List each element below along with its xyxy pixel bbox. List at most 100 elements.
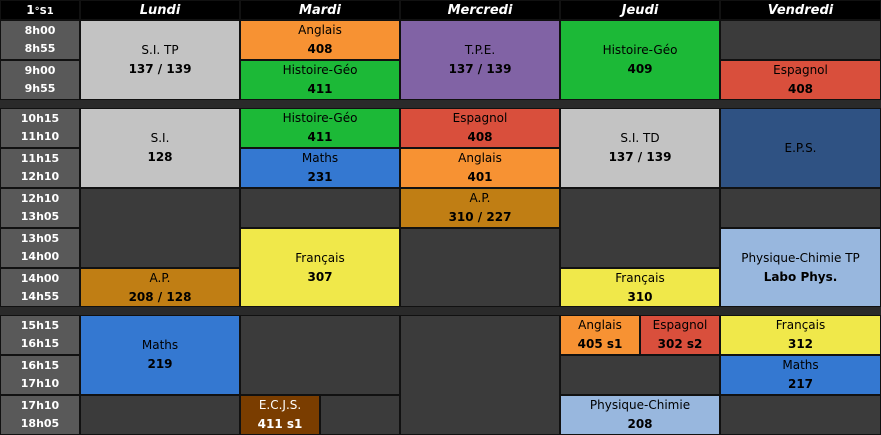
- course-block[interactable]: Maths 217: [720, 355, 881, 395]
- course-block[interactable]: Maths 231: [240, 148, 400, 188]
- course-subject: Maths: [301, 151, 339, 165]
- course-block[interactable]: Français 310: [560, 268, 720, 307]
- course-subject: Anglais: [458, 151, 502, 165]
- course-block[interactable]: Anglais 408: [240, 20, 400, 60]
- course-room: 408: [787, 82, 814, 96]
- course-subject: Physique-Chimie: [589, 398, 691, 412]
- header-day-wednesday: Mercredi: [400, 0, 560, 20]
- course-block[interactable]: Anglais 401: [400, 148, 560, 188]
- course-room: 219: [147, 357, 173, 371]
- course-subject: T.P.E.: [464, 43, 496, 57]
- course-subject: Espagnol: [652, 318, 708, 332]
- time-slot: 10h15 11h10: [0, 108, 80, 148]
- course-room: 137 / 139: [128, 62, 192, 76]
- course-room: 312: [787, 337, 814, 351]
- empty-slot: [80, 395, 240, 435]
- course-room: 208: [627, 417, 653, 431]
- course-room: 128: [147, 150, 173, 164]
- empty-slot: [240, 315, 400, 395]
- course-subject: Anglais: [298, 23, 342, 37]
- course-subject: E.C.J.S.: [258, 398, 302, 412]
- empty-slot: [560, 355, 720, 395]
- course-room: 411 s1: [257, 417, 303, 431]
- course-block[interactable]: Espagnol 408: [720, 60, 881, 100]
- course-block[interactable]: Physique-Chimie TP Labo Phys.: [720, 228, 881, 307]
- empty-slot: [400, 228, 560, 307]
- time-slot: 11h15 12h10: [0, 148, 80, 188]
- course-subject: A.P.: [149, 270, 171, 285]
- time-slot: 14h00 14h55: [0, 268, 80, 307]
- course-block[interactable]: Espagnol 408: [400, 108, 560, 148]
- course-block[interactable]: Français 312: [720, 315, 881, 355]
- course-block[interactable]: Français 307: [240, 228, 400, 307]
- course-room: 411: [307, 130, 333, 144]
- course-subject: Maths: [141, 338, 179, 352]
- course-block[interactable]: Physique-Chimie 208: [560, 395, 720, 435]
- course-subject: Français: [775, 318, 826, 332]
- empty-slot: [80, 188, 240, 268]
- course-room: 137 / 139: [448, 62, 512, 76]
- time-slot: 15h15 16h15: [0, 315, 80, 355]
- course-subject: Histoire-Géo: [602, 43, 678, 57]
- course-subject: Maths: [782, 358, 819, 372]
- time-slot: 12h10 13h05: [0, 188, 80, 228]
- header-day-friday: Vendredi: [720, 0, 881, 20]
- break-separator: [0, 307, 881, 315]
- course-room: 208 / 128: [128, 289, 192, 304]
- empty-slot: [720, 395, 881, 435]
- course-block[interactable]: E.P.S.: [720, 108, 881, 188]
- course-subject: S.I. TP: [141, 43, 179, 57]
- time-slot: 8h00 8h55: [0, 20, 80, 60]
- time-slot: 16h15 17h10: [0, 355, 80, 395]
- course-block[interactable]: S.I. TP 137 / 139: [80, 20, 240, 100]
- course-room: 231: [307, 170, 333, 184]
- course-room: 307: [307, 269, 333, 284]
- course-subject: S.I.: [150, 131, 170, 145]
- course-room: 310 / 227: [448, 210, 512, 224]
- course-room: 411: [307, 82, 333, 96]
- course-block[interactable]: Histoire-Géo 411: [240, 60, 400, 100]
- course-block[interactable]: Espagnol 302 s2: [640, 315, 720, 355]
- course-block[interactable]: E.C.J.S. 411 s1: [240, 395, 320, 435]
- course-block[interactable]: Anglais 405 s1: [560, 315, 640, 355]
- course-room: 408: [467, 130, 493, 144]
- course-block[interactable]: S.I. 128: [80, 108, 240, 188]
- course-block[interactable]: Histoire-Géo 411: [240, 108, 400, 148]
- class-label: 1°S1: [0, 0, 80, 20]
- course-room: 408: [307, 42, 333, 56]
- empty-slot: [320, 395, 400, 435]
- course-block[interactable]: Maths 219: [80, 315, 240, 395]
- course-room: 405 s1: [577, 337, 623, 351]
- time-slot: 9h00 9h55: [0, 60, 80, 100]
- course-subject: E.P.S.: [784, 140, 817, 155]
- time-slot: 13h05 14h00: [0, 228, 80, 268]
- empty-slot: [560, 188, 720, 268]
- header-day-thursday: Jeudi: [560, 0, 720, 20]
- course-block[interactable]: A.P. 208 / 128: [80, 268, 240, 307]
- course-room: 401: [467, 170, 493, 184]
- course-block[interactable]: T.P.E. 137 / 139: [400, 20, 560, 100]
- course-subject: Histoire-Géo: [282, 63, 358, 77]
- empty-slot: [400, 315, 560, 435]
- course-room: 409: [627, 62, 653, 76]
- course-room: 310: [627, 289, 653, 304]
- course-subject: Français: [615, 270, 665, 285]
- header-day-monday: Lundi: [80, 0, 240, 20]
- course-subject: Espagnol: [773, 63, 828, 77]
- course-block[interactable]: S.I. TD 137 / 139: [560, 108, 720, 188]
- course-block[interactable]: Histoire-Géo 409: [560, 20, 720, 100]
- course-room: Labo Phys.: [763, 269, 838, 284]
- course-block[interactable]: A.P. 310 / 227: [400, 188, 560, 228]
- course-room: 137 / 139: [608, 150, 672, 164]
- course-subject: A.P.: [469, 191, 491, 205]
- course-subject: Physique-Chimie TP: [741, 250, 860, 265]
- course-subject: Histoire-Géo: [282, 111, 358, 125]
- empty-slot: [720, 20, 881, 60]
- break-separator: [0, 100, 881, 108]
- course-subject: Anglais: [578, 318, 622, 332]
- course-subject: Espagnol: [452, 111, 508, 125]
- empty-slot: [720, 188, 881, 228]
- course-room: 217: [787, 377, 814, 391]
- course-subject: Français: [295, 250, 345, 265]
- course-subject: S.I. TD: [620, 131, 660, 145]
